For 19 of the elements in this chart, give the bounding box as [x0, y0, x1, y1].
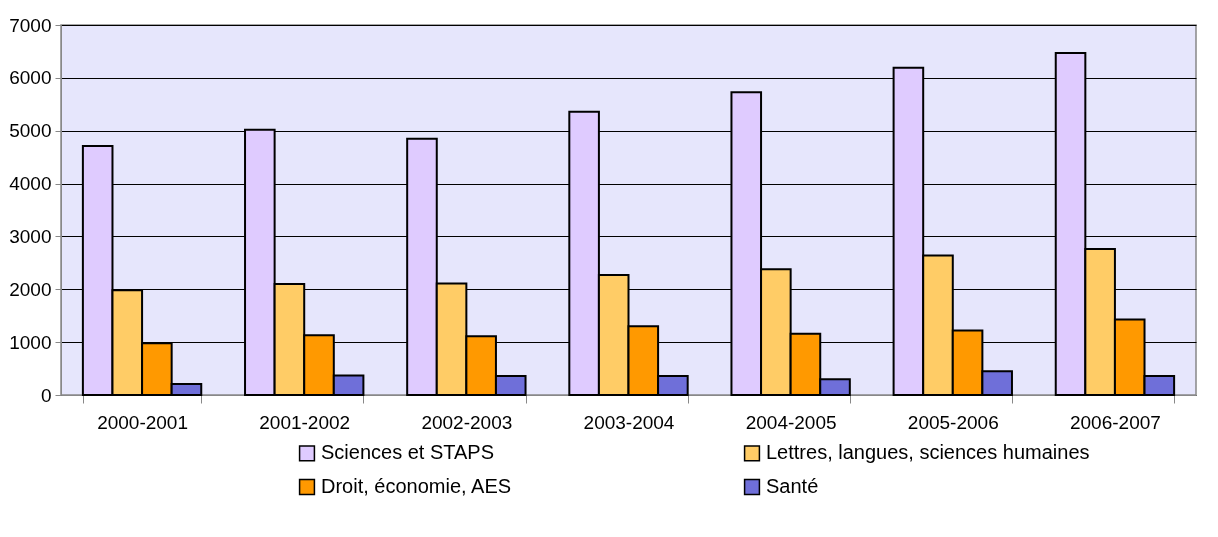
legend-label: Santé	[766, 475, 819, 497]
x-tick-label: 2004-2005	[745, 411, 837, 433]
legend-label: Sciences et STAPS	[321, 441, 495, 464]
y-tick-label: 1000	[9, 331, 52, 353]
y-tick-label: 0	[40, 384, 52, 406]
y-tick-label: 4000	[9, 173, 52, 195]
x-tick-label: 2001-2002	[259, 411, 351, 433]
y-tick-label: 2000	[9, 278, 52, 300]
x-tick-label: 2006-2007	[1069, 411, 1161, 433]
legend-label: Droit, économie, AES	[321, 475, 512, 497]
y-tick-label: 3000	[9, 225, 52, 247]
legend-label: Lettres, langues, sciences humaines	[766, 441, 1090, 464]
x-tick-label: 2002-2003	[421, 411, 513, 433]
x-tick-label: 2003-2004	[583, 411, 675, 433]
y-tick-label: 6000	[9, 67, 52, 89]
y-tick-label: 7000	[9, 14, 52, 36]
x-tick-label: 2005-2006	[907, 411, 999, 433]
y-tick-label: 5000	[9, 120, 52, 142]
x-tick-label: 2000-2001	[97, 411, 189, 433]
